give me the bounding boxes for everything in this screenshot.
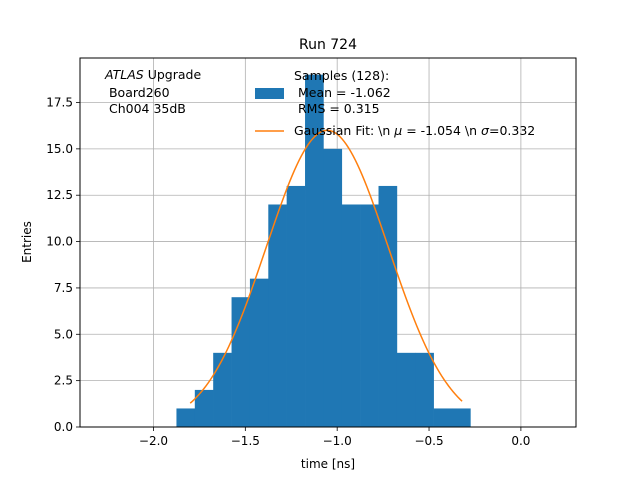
x-tick-label: −1.0 <box>323 434 352 448</box>
x-tick-label: 0.0 <box>511 434 530 448</box>
histogram-bar <box>286 185 306 427</box>
legend-fit-label-a: Gaussian Fit: \n <box>294 123 394 138</box>
histogram-bar <box>323 148 343 427</box>
x-axis-label: time [ns] <box>301 457 355 471</box>
legend-fit-mu: μ <box>393 123 402 138</box>
y-tick-label: 15.0 <box>46 142 73 156</box>
legend-fit-label: Gaussian Fit: \n μ = -1.054 \n σ=0.332 <box>294 123 535 138</box>
y-tick-label: 7.5 <box>54 281 73 295</box>
plot-frame <box>79 57 577 428</box>
annotation-atlas: ATLAS <box>104 67 144 82</box>
legend-histogram-label-3: RMS = 0.315 <box>294 101 380 116</box>
histogram-bar <box>249 278 269 427</box>
x-tick-label: −1.5 <box>231 434 260 448</box>
y-tick-label: 17.5 <box>46 96 73 110</box>
legend-histogram-swatch <box>255 88 284 99</box>
y-tick-label: 5.0 <box>54 327 73 341</box>
histogram-bars <box>176 74 471 427</box>
x-tick-label: −2.0 <box>139 434 168 448</box>
histogram-bar <box>341 204 361 427</box>
y-tick-label: 0.0 <box>54 420 73 434</box>
gaussian-fit-line <box>189 129 463 404</box>
annotation-line-2: Board260 <box>105 85 170 100</box>
histogram-bar <box>378 185 398 427</box>
y-tick-label: 2.5 <box>54 374 73 388</box>
histogram-bar <box>305 74 324 427</box>
annotation-box: ATLAS Upgrade Board260 Ch004 35dB <box>104 67 201 116</box>
x-tick-label: −0.5 <box>414 434 443 448</box>
y-axis-label: Entries <box>20 221 34 263</box>
histogram-bar <box>396 352 416 427</box>
y-axis-ticks: 0.0 2.5 5.0 7.5 10.0 12.5 15.0 17.5 <box>46 96 80 434</box>
histogram-bar <box>176 408 196 427</box>
y-tick-label: 10.0 <box>46 235 73 249</box>
y-tick-label: 12.5 <box>46 188 73 202</box>
histogram-bar <box>433 408 453 427</box>
histogram-bar <box>360 204 379 427</box>
histogram-bar <box>415 352 434 427</box>
x-axis-ticks: −2.0 −1.5 −1.0 −0.5 0.0 <box>139 427 530 448</box>
histogram-bar <box>452 408 471 427</box>
annotation-line-1: ATLAS Upgrade <box>104 67 201 82</box>
legend-fit-sigma: σ <box>481 123 490 138</box>
legend-histogram-label-1: Samples (128): <box>294 68 389 83</box>
histogram-bar <box>213 352 232 427</box>
annotation-upgrade: Upgrade <box>144 67 202 82</box>
legend-fit-label-c: =0.332 <box>489 123 535 138</box>
annotation-line-3: Ch004 35dB <box>105 101 186 116</box>
legend-histogram-label-2: Mean = -1.062 <box>294 85 391 100</box>
histogram-bar <box>194 389 214 427</box>
chart-title: Run 724 <box>299 37 357 53</box>
histogram-bar <box>268 204 287 427</box>
legend-fit-label-b: = -1.054 \n <box>402 123 481 138</box>
legend: Samples (128): Mean = -1.062 RMS = 0.315… <box>255 68 535 138</box>
